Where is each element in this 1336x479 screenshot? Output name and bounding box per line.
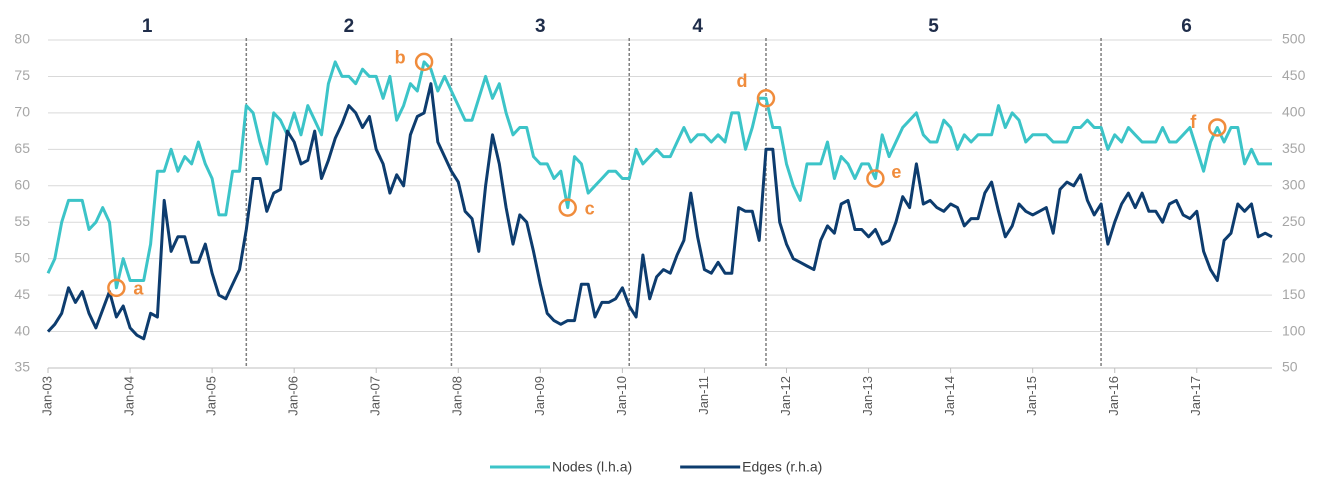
annotation-circle <box>756 89 776 108</box>
y-tick-label: 40 <box>14 322 30 338</box>
x-tick-label: Jan-09 <box>532 376 547 416</box>
region-label: 2 <box>344 16 355 37</box>
region-label: 6 <box>1181 16 1192 37</box>
y2-tick-label: 450 <box>1282 67 1306 83</box>
legend-label: Nodes (l.h.a) <box>552 459 632 475</box>
annotation-label: b <box>395 48 406 68</box>
x-tick-label: Jan-16 <box>1106 376 1121 416</box>
y2-tick-label: 50 <box>1282 359 1298 375</box>
y2-tick-label: 350 <box>1282 140 1306 156</box>
y-tick-label: 45 <box>14 286 30 302</box>
y-tick-label: 70 <box>14 104 30 120</box>
region-label: 4 <box>692 16 703 37</box>
x-tick-label: Jan-07 <box>368 376 383 416</box>
annotation-label: e <box>891 162 901 182</box>
x-tick-label: Jan-03 <box>39 376 54 416</box>
x-tick-label: Jan-13 <box>860 376 875 416</box>
annotation-circle <box>1208 118 1227 137</box>
x-tick-label: Jan-11 <box>696 376 711 415</box>
annotation-circle <box>866 169 885 188</box>
x-tick-label: Jan-05 <box>204 376 219 416</box>
x-tick-label: Jan-12 <box>778 376 793 416</box>
y-tick-label: 35 <box>14 359 30 375</box>
y-tick-label: 55 <box>14 213 30 229</box>
x-tick-label: Jan-14 <box>942 376 957 416</box>
annotation-label: f <box>1190 112 1197 132</box>
annotation-label: c <box>585 198 595 218</box>
annotation-circle <box>414 52 434 72</box>
annotation-circle <box>107 278 126 298</box>
x-tick-label: Jan-17 <box>1188 376 1203 416</box>
y-tick-label: 50 <box>14 249 30 265</box>
x-tick-label: Jan-04 <box>121 376 136 416</box>
region-label: 5 <box>928 16 939 37</box>
x-tick-label: Jan-08 <box>450 376 465 416</box>
y2-tick-label: 300 <box>1282 176 1306 192</box>
annotation-label: a <box>133 279 144 299</box>
legend-label: Edges (r.h.a) <box>742 459 822 475</box>
series-line <box>46 82 1273 341</box>
y2-tick-label: 100 <box>1282 322 1306 338</box>
y-tick-label: 80 <box>14 31 30 47</box>
annotation-circle <box>558 198 577 217</box>
x-tick-label: Jan-15 <box>1024 376 1039 416</box>
y2-tick-label: 150 <box>1282 286 1306 302</box>
y-tick-label: 65 <box>14 140 30 156</box>
region-label: 3 <box>535 16 546 37</box>
annotation-label: d <box>736 71 747 91</box>
region-label: 1 <box>142 16 153 37</box>
y-tick-label: 75 <box>14 67 30 83</box>
y2-tick-label: 500 <box>1282 31 1306 47</box>
series-line <box>46 60 1272 290</box>
y2-tick-label: 200 <box>1282 249 1306 265</box>
x-tick-label: Jan-10 <box>614 376 629 416</box>
y2-tick-label: 250 <box>1282 213 1306 229</box>
y-tick-label: 60 <box>14 176 30 192</box>
x-tick-label: Jan-06 <box>286 376 301 416</box>
y2-tick-label: 400 <box>1282 104 1306 120</box>
